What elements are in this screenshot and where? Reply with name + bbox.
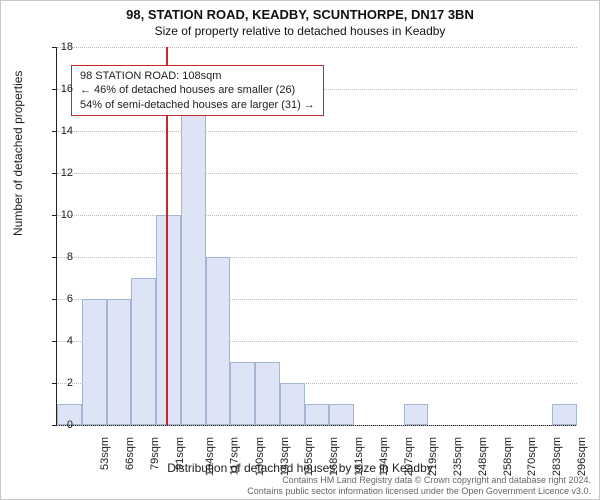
x-tick-label: 66sqm bbox=[124, 437, 136, 470]
histogram-bar bbox=[206, 257, 231, 425]
histogram-bar bbox=[181, 110, 206, 425]
y-tick-label: 14 bbox=[53, 125, 73, 137]
chart-container: 98, STATION ROAD, KEADBY, SCUNTHORPE, DN… bbox=[0, 0, 600, 500]
footer-attribution: Contains HM Land Registry data © Crown c… bbox=[247, 475, 591, 498]
x-tick-label: 130sqm bbox=[254, 437, 266, 476]
histogram-bar bbox=[552, 404, 577, 425]
x-tick-label: 296sqm bbox=[576, 437, 588, 476]
x-tick-label: 79sqm bbox=[149, 437, 161, 470]
footer-line1: Contains HM Land Registry data © Crown c… bbox=[247, 475, 591, 486]
y-tick-label: 2 bbox=[53, 377, 73, 389]
x-tick-label: 270sqm bbox=[526, 437, 538, 476]
histogram-bar bbox=[280, 383, 305, 425]
infobox-line1: 98 STATION ROAD: 108sqm bbox=[80, 69, 315, 83]
gridline bbox=[57, 173, 577, 174]
infobox-line3: 54% of semi-detached houses are larger (… bbox=[80, 98, 315, 112]
histogram-bar bbox=[107, 299, 132, 425]
x-tick-label: 258sqm bbox=[502, 437, 514, 476]
gridline bbox=[57, 131, 577, 132]
y-tick-label: 8 bbox=[53, 251, 73, 263]
gridline bbox=[57, 215, 577, 216]
gridline bbox=[57, 47, 577, 48]
x-tick-label: 143sqm bbox=[279, 437, 291, 476]
x-tick-label: 53sqm bbox=[99, 437, 111, 470]
infobox-line2: ← 46% of detached houses are smaller (26… bbox=[80, 83, 315, 97]
gridline bbox=[57, 425, 577, 426]
y-tick-label: 16 bbox=[53, 83, 73, 95]
x-tick-label: 155sqm bbox=[304, 437, 316, 476]
histogram-bar bbox=[82, 299, 107, 425]
y-axis-label: Number of detached properties bbox=[11, 71, 25, 236]
x-tick-label: 248sqm bbox=[477, 437, 489, 476]
marker-infobox: 98 STATION ROAD: 108sqm ← 46% of detache… bbox=[71, 65, 324, 116]
y-tick-label: 18 bbox=[53, 41, 73, 53]
histogram-bar bbox=[329, 404, 354, 425]
x-tick-label: 194sqm bbox=[378, 437, 390, 476]
y-tick-label: 12 bbox=[53, 167, 73, 179]
histogram-bar bbox=[404, 404, 429, 425]
x-tick-label: 207sqm bbox=[403, 437, 415, 476]
y-tick-label: 0 bbox=[53, 419, 73, 431]
x-tick-label: 168sqm bbox=[328, 437, 340, 476]
histogram-bar bbox=[131, 278, 156, 425]
title-main: 98, STATION ROAD, KEADBY, SCUNTHORPE, DN… bbox=[1, 7, 599, 22]
x-tick-label: 219sqm bbox=[427, 437, 439, 476]
histogram-bar bbox=[230, 362, 255, 425]
x-tick-label: 181sqm bbox=[353, 437, 365, 476]
title-sub: Size of property relative to detached ho… bbox=[1, 24, 599, 38]
histogram-bar bbox=[156, 215, 181, 425]
x-tick-label: 235sqm bbox=[452, 437, 464, 476]
histogram-bar bbox=[305, 404, 330, 425]
y-tick-label: 10 bbox=[53, 209, 73, 221]
x-tick-label: 283sqm bbox=[551, 437, 563, 476]
x-tick-label: 104sqm bbox=[205, 437, 217, 476]
x-tick-label: 117sqm bbox=[229, 437, 241, 475]
y-tick-label: 6 bbox=[53, 293, 73, 305]
histogram-bar bbox=[255, 362, 280, 425]
footer-line2: Contains public sector information licen… bbox=[247, 486, 591, 497]
x-tick-label: 91sqm bbox=[174, 437, 186, 470]
gridline bbox=[57, 257, 577, 258]
y-tick-label: 4 bbox=[53, 335, 73, 347]
